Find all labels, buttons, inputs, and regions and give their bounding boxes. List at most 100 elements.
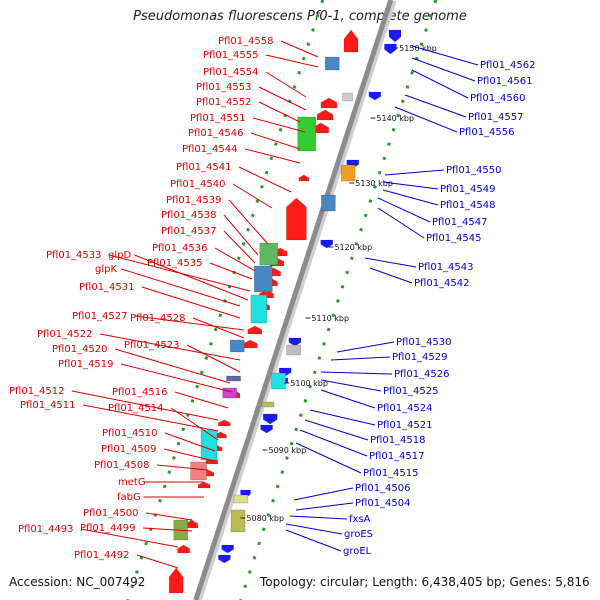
label-leader-line [411, 45, 479, 66]
gene-label: glpD [108, 250, 131, 261]
label-leader-line [285, 523, 343, 535]
label-leader-line [280, 40, 319, 58]
label-leader-line [223, 230, 256, 264]
gene-label: Pfl01_4552 [196, 97, 252, 108]
gene-label: Pfl01_4517 [369, 451, 425, 462]
forward-gene-arrow [168, 567, 184, 594]
gene-label: Pfl01_4543 [418, 262, 474, 273]
label-leader-line [299, 429, 368, 457]
label-leader-line [114, 348, 231, 384]
label-leader-line [134, 254, 249, 301]
gene-label: Pfl01_4537 [161, 226, 217, 237]
label-leader-line [377, 197, 431, 223]
gene-label: Pfl01_4514 [108, 403, 164, 414]
label-leader-line [265, 54, 319, 68]
scale-label: 5140 kbp [376, 114, 414, 123]
label-leader-line [232, 183, 273, 209]
gene-label: Pfl01_4521 [377, 420, 433, 431]
gene-label: Pfl01_4500 [83, 508, 139, 519]
label-leader-line [238, 166, 292, 193]
gene-label: Pfl01_4561 [477, 76, 533, 87]
accession-text: Accession: NC_007492 [9, 575, 146, 589]
inner-track-dots [126, 0, 325, 600]
gene-label: Pfl01_4557 [468, 112, 524, 123]
reverse-gene-arrow [262, 413, 278, 425]
scale-label: 5130 kbp [355, 179, 393, 188]
reverse-gene-arrow [384, 43, 397, 55]
label-leader-line [258, 86, 307, 111]
label-leader-line [250, 132, 301, 150]
gene-label: Pfl01_4523 [124, 340, 180, 351]
label-leader-line [320, 371, 393, 375]
gene-block [340, 164, 356, 182]
scale-label: 5120 kbp [334, 243, 372, 252]
label-leader-line [384, 169, 445, 176]
label-leader-line [382, 181, 439, 190]
scale-label: 5150 kbp [399, 44, 437, 53]
gene-label: Pfl01_4545 [426, 233, 482, 244]
gene-block [230, 509, 246, 533]
label-leader-line [142, 527, 193, 532]
gene-label: Pfl01_4492 [74, 550, 130, 561]
gene-label: metG [118, 477, 146, 488]
gene-label: Pfl01_4508 [94, 460, 150, 471]
label-leader-line [244, 148, 301, 164]
gene-label: Pfl01_4516 [112, 387, 168, 398]
reverse-gene-arrow [288, 337, 302, 347]
label-leader-line [120, 363, 233, 393]
label-leader-line [394, 106, 458, 133]
reverse-gene-arrow [368, 91, 382, 101]
reverse-gene-arrow [221, 544, 234, 554]
forward-gene-arrow [286, 197, 307, 241]
label-leader-line [121, 268, 241, 307]
forward-gene-arrow [316, 109, 334, 121]
gene-block [342, 92, 353, 102]
label-leader-line [145, 512, 193, 521]
label-leader-line [411, 57, 476, 82]
label-leader-line [320, 379, 382, 392]
label-leader-line [80, 528, 179, 548]
label-leader-line [304, 419, 369, 441]
gene-label: Pfl01_4541 [176, 162, 232, 173]
gene-label: Pfl01_4515 [363, 468, 419, 479]
gene-label: Pfl01_4538 [161, 210, 217, 221]
gene-label: Pfl01_4493 [18, 524, 74, 535]
gene-label: Pfl01_4512 [9, 386, 65, 397]
label-leader-line [136, 554, 179, 569]
label-leader-line [411, 69, 469, 99]
gene-label: Pfl01_4548 [440, 200, 496, 211]
label-leader-line [192, 317, 245, 339]
label-leader-line [285, 529, 342, 552]
label-leader-line [369, 267, 413, 284]
gene-label: Pfl01_4549 [440, 184, 496, 195]
gene-block [259, 242, 279, 266]
gene-block [250, 294, 268, 324]
scale-label: 5080 kbp [246, 514, 284, 523]
label-leader-line [134, 315, 245, 331]
gene-label: groES [344, 529, 373, 540]
label-leader-line [99, 333, 241, 361]
gene-label: Pfl01_4520 [52, 344, 108, 355]
gene-label: Pfl01_4551 [190, 113, 246, 124]
reverse-gene-arrow [260, 424, 273, 434]
gene-label: Pfl01_4555 [203, 50, 259, 61]
gene-block [190, 461, 207, 481]
gene-label: Pfl01_4519 [58, 359, 114, 370]
gene-label: Pfl01_4499 [80, 523, 136, 534]
forward-gene-arrow [217, 419, 231, 427]
forward-gene-arrow [247, 325, 263, 335]
gene-label: Pfl01_4530 [396, 337, 452, 348]
gene-label: Pfl01_4528 [130, 313, 186, 324]
forward-gene-arrow [320, 97, 338, 109]
label-leader-line [214, 247, 256, 272]
reverse-gene-arrow [388, 29, 402, 43]
gene-label: Pfl01_4529 [392, 352, 448, 363]
gene-label: Pfl01_4558 [218, 36, 274, 47]
gene-label: Pfl01_4526 [394, 369, 450, 380]
label-leader-line [170, 407, 219, 441]
gene-block [226, 375, 241, 382]
gene-label: Pfl01_4533 [46, 250, 102, 261]
label-leader-line [320, 389, 376, 409]
gene-label: Pfl01_4536 [152, 243, 208, 254]
